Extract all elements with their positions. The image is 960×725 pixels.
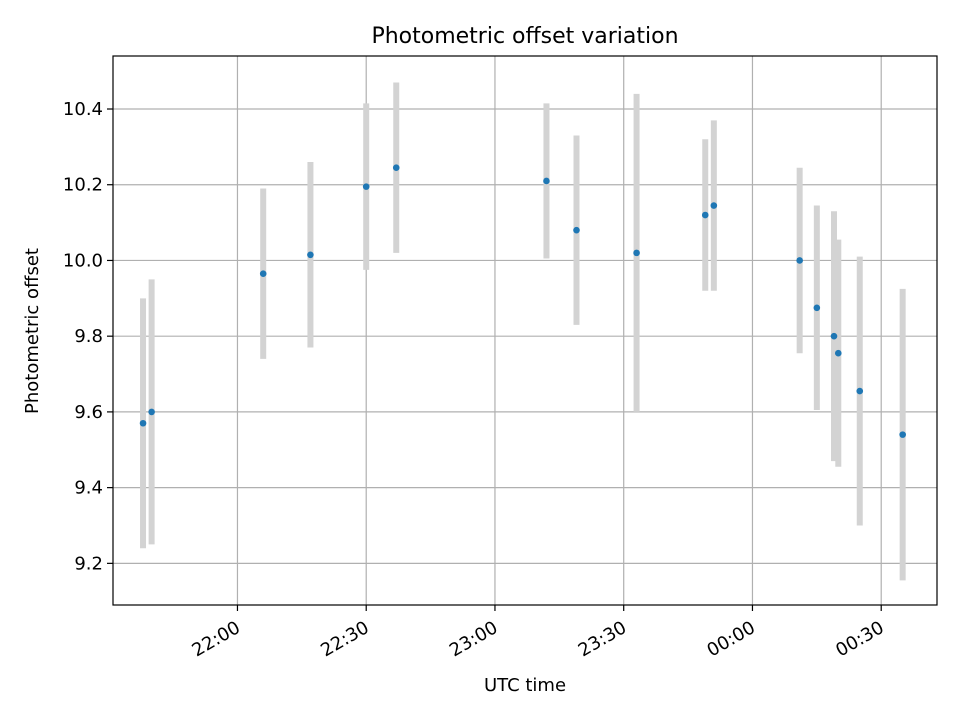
- x-tick-label: 23:30: [575, 617, 630, 661]
- x-ticks: 22:00 22:30 23:00 23:30 00:00 00:30: [189, 605, 888, 661]
- x-axis-label: UTC time: [484, 675, 566, 696]
- x-tick-label: 00:00: [704, 617, 759, 661]
- y-tick-label: 10.2: [63, 175, 103, 196]
- data-point: [362, 183, 370, 190]
- data-point: [573, 226, 580, 234]
- data-point: [633, 249, 640, 257]
- data-point: [899, 431, 906, 438]
- data-point: [710, 202, 718, 209]
- data-point: [148, 408, 155, 416]
- y-axis-label: Photometric offset: [22, 248, 43, 414]
- error-bars: [140, 82, 906, 581]
- x-tick-label: 23:00: [446, 617, 501, 661]
- data-point: [830, 332, 838, 340]
- chart-title: Photometric offset variation: [371, 24, 678, 49]
- data-point: [259, 270, 267, 278]
- data-point: [796, 257, 803, 264]
- data-point: [307, 251, 314, 259]
- data-point: [856, 387, 864, 395]
- data-point: [701, 211, 709, 219]
- data-point: [813, 304, 821, 312]
- y-tick-label: 9.6: [74, 402, 103, 423]
- data-point: [139, 419, 147, 427]
- y-tick-label: 10.0: [63, 250, 103, 271]
- grid-lines: [113, 56, 937, 605]
- x-tick-label: 22:30: [317, 617, 372, 661]
- y-tick-label: 9.8: [74, 326, 103, 347]
- data-point: [834, 349, 842, 357]
- x-tick-label: 00:30: [832, 617, 887, 661]
- data-point: [543, 177, 550, 185]
- y-tick-label: 9.2: [74, 553, 103, 574]
- data-point: [392, 164, 400, 171]
- plot-frame: [112, 55, 938, 606]
- y-tick-label: 9.4: [74, 478, 103, 499]
- y-tick-label: 10.4: [63, 99, 103, 120]
- y-ticks: 9.2 9.4 9.6 9.8 10.0 10.2 10.4: [63, 99, 113, 574]
- x-tick-label: 22:00: [189, 617, 244, 661]
- data-points: [139, 164, 906, 438]
